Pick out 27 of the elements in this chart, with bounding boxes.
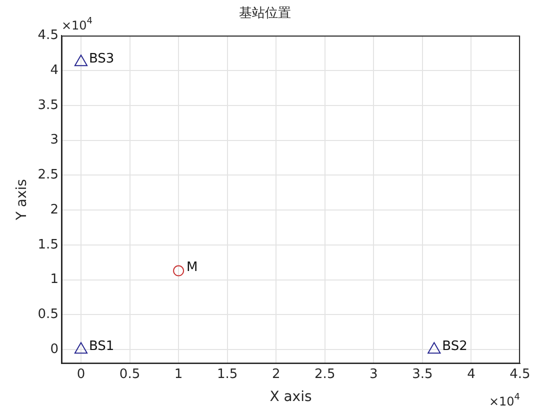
x-tick-label: 1: [174, 366, 183, 382]
y-tick-label: 0.5: [38, 307, 58, 322]
x-tick-label: 3.5: [412, 366, 433, 382]
series-label: BS1: [88, 339, 114, 354]
series-label: BS2: [442, 339, 468, 354]
x-tick-label: 2: [272, 366, 280, 382]
y-axis-title: Y axis: [14, 179, 30, 222]
y-tick-label: 0: [50, 342, 58, 358]
x-tick-label: 0.5: [119, 366, 140, 382]
y-tick-label: 2.5: [38, 168, 58, 183]
y-tick-label: 3.5: [38, 98, 58, 113]
x-axis-title: X axis: [270, 389, 312, 406]
x-tick-label: 4: [467, 366, 476, 382]
y-tick-label: 1: [50, 272, 58, 288]
x-tick-label: 3: [370, 366, 378, 382]
y-tick-label: 1.5: [38, 237, 58, 252]
x-tick-label: 4.5: [510, 366, 530, 382]
x-tick-label: 1.5: [216, 366, 238, 382]
y-tick-label: 2: [50, 202, 58, 218]
x-tick-label: 2.5: [314, 366, 336, 382]
x-tick-label: 0: [76, 366, 86, 382]
series-label: BS3: [88, 51, 114, 66]
chart-title: 基站位置: [239, 6, 291, 22]
y-tick-label: 3: [50, 132, 58, 148]
y-tick-label: 4: [50, 62, 58, 78]
y-tick-label: 4.5: [38, 28, 58, 43]
series-label: M: [186, 260, 198, 276]
